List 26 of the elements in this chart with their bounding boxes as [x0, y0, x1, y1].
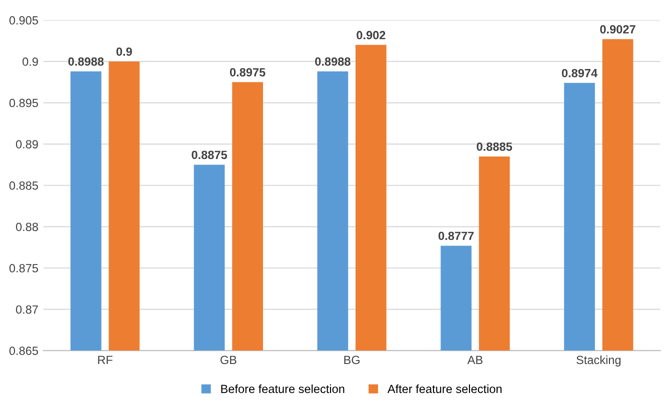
y-tick-label: 0.905 [9, 16, 38, 25]
data-label: 0.8885 [476, 142, 512, 151]
data-label: 0.8974 [562, 68, 598, 78]
data-label: 0.8777 [438, 232, 474, 240]
y-tick-label: 0.89 [16, 140, 38, 148]
y-tick-label: 0.88 [16, 222, 38, 232]
y-tick-label: 0.885 [9, 181, 38, 190]
y-tick-label: 0.87 [16, 305, 38, 314]
x-tick-label: AB [467, 356, 482, 364]
x-tick-label: Stacking [576, 355, 621, 366]
data-label: 0.9 [116, 47, 132, 56]
x-tick-label: RF [98, 356, 112, 364]
data-label: 0.8975 [230, 68, 266, 76]
data-label: 0.902 [356, 30, 386, 40]
data-label: 0.8988 [315, 57, 350, 66]
y-tick-label: 0.875 [9, 264, 38, 272]
data-label: 0.9027 [600, 25, 636, 34]
legend-label: Before feature selection [221, 384, 344, 394]
data-label: 0.8875 [192, 150, 228, 160]
x-tick-label: BG [344, 356, 360, 364]
y-tick-label: 0.9 [22, 57, 38, 66]
data-label: 0.8988 [68, 57, 104, 66]
y-tick-label: 0.895 [9, 98, 38, 108]
x-tick-label: GB [220, 356, 236, 364]
legend-label: After feature selection [387, 384, 502, 394]
y-tick-label: 0.865 [9, 346, 38, 356]
